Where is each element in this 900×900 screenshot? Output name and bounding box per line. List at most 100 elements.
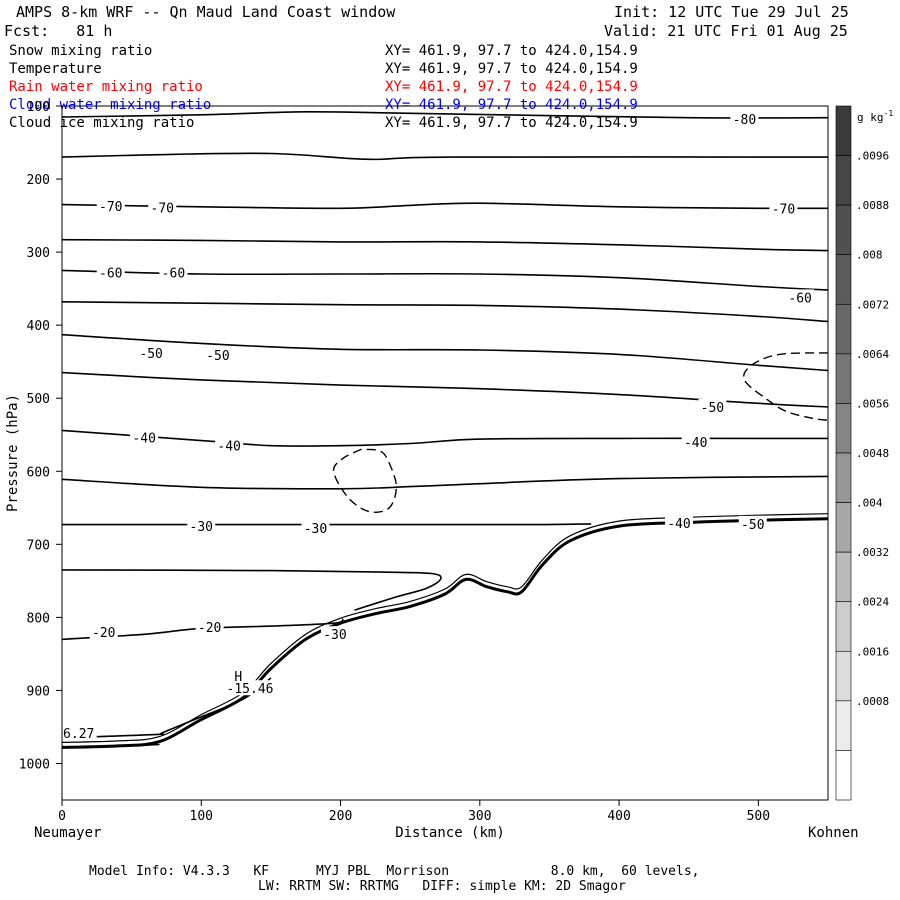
field-xy-cloud-ice: XY= 461.9, 97.7 to 424.0,154.9 <box>385 115 638 131</box>
isotherm-label: -50 <box>741 518 764 533</box>
extremum-marker: H <box>234 670 242 685</box>
isotherm-label: 6.27 <box>63 727 94 742</box>
y-tick-label: 1000 <box>19 757 50 772</box>
isotherm-line <box>62 569 442 611</box>
isotherm-label: -50 <box>139 347 162 362</box>
isotherm-label-bg <box>148 199 177 215</box>
colorbar-cell <box>835 700 852 751</box>
isotherm-label-bg <box>301 520 330 536</box>
isotherm-label: -80 <box>733 113 756 128</box>
isotherm-line <box>62 618 344 641</box>
isotherm-label: -60 <box>788 291 811 306</box>
isotherm-label-bg <box>698 398 727 414</box>
isotherm-label: -70 <box>772 202 795 217</box>
isotherm-label-bg <box>137 344 166 360</box>
isotherm-label-bg <box>159 264 188 280</box>
colorbar-tick-label: .0064 <box>856 348 889 361</box>
y-axis-label: Pressure (hPa) <box>5 394 21 512</box>
colorbar-tick-label: .0096 <box>856 150 889 163</box>
isotherm-label: -20 <box>198 621 221 636</box>
isotherm-label: -50 <box>206 349 229 364</box>
isotherm-label-bg <box>96 198 125 214</box>
colorbar-cell <box>835 254 852 305</box>
valid-time: Valid: 21 UTC Fri 01 Aug 25 <box>604 22 848 40</box>
isotherm-line <box>62 301 828 323</box>
y-tick-label: 500 <box>27 392 50 407</box>
field-xy-cloud-water: XY= 461.9, 97.7 to 424.0,154.9 <box>385 97 638 113</box>
colorbar-tick-label: .0056 <box>856 397 889 410</box>
isotherm-line <box>62 333 828 372</box>
x-tick-label: 0 <box>58 809 66 824</box>
y-tick-label: 700 <box>27 538 50 553</box>
isotherm-line <box>62 523 592 526</box>
isotherm-line <box>62 371 828 408</box>
colorbar-cell <box>835 502 852 553</box>
terrain-surface-line <box>62 517 828 749</box>
colorbar-tick-label: .0024 <box>856 596 889 609</box>
isotherm-label-bg <box>130 429 159 445</box>
isotherm-label: -70 <box>99 200 122 215</box>
colorbar-cell <box>835 403 852 454</box>
colorbar-tick-label: .0072 <box>856 298 889 311</box>
isotherm-label-bg <box>187 518 216 534</box>
isotherm-label-bg <box>786 289 815 305</box>
y-tick-label: 600 <box>27 465 50 480</box>
field-name-snow: Snow mixing ratio <box>9 43 153 59</box>
isotherm-line <box>62 152 828 161</box>
isotherm-label: -30 <box>190 520 213 535</box>
isotherm-line <box>62 269 828 291</box>
isotherm-label: -60 <box>162 267 185 282</box>
isotherm-line <box>62 475 828 490</box>
colorbar-unit: g kg-1 <box>857 109 893 124</box>
isotherm-label: -30 <box>323 628 346 643</box>
x-axis-label: Distance (km) <box>395 825 505 841</box>
isotherm-label: -60 <box>99 267 122 282</box>
isotherm-label-bg <box>89 623 118 639</box>
colorbar-tick-label: .004 <box>856 497 883 510</box>
field-name-rain: Rain water mixing ratio <box>9 79 203 95</box>
y-tick-label: 400 <box>27 319 50 334</box>
isotherm-label-bg <box>96 264 125 280</box>
colorbar-cell <box>835 750 852 801</box>
isotherm-label-bg <box>195 618 224 634</box>
x-left-station-label: Neumayer <box>34 825 101 841</box>
field-name-cloud-water: Cloud water mixing ratio <box>9 97 212 113</box>
x-tick-label: 200 <box>329 809 352 824</box>
colorbar-tick-label: .0016 <box>856 645 889 658</box>
isotherm-line <box>62 202 828 210</box>
isotherm-label-bg <box>320 626 349 642</box>
init-time: Init: 12 UTC Tue 29 Jul 25 <box>614 3 849 21</box>
isotherm-label-bg <box>215 437 244 453</box>
isotherm-line <box>62 110 828 119</box>
model-info-line2: LW: RRTM SW: RRTMG DIFF: simple KM: 2D S… <box>258 879 626 894</box>
isotherm-label-bg <box>664 515 693 531</box>
colorbar-cell <box>835 452 852 503</box>
colorbar-cell <box>835 303 852 355</box>
colorbar-cell <box>835 601 852 652</box>
x-tick-label: 500 <box>747 809 770 824</box>
chart-title: AMPS 8-km WRF -- Qn Maud Land Coast wind… <box>16 3 396 21</box>
x-tick-label: 100 <box>190 809 213 824</box>
plot-frame <box>61 105 829 801</box>
isotherm-label-bg <box>769 200 798 216</box>
field-name-cloud-ice: Cloud ice mixing ratio <box>9 115 195 131</box>
isotherm-label-bg <box>738 515 767 531</box>
field-xy-temperature: XY= 461.9, 97.7 to 424.0,154.9 <box>385 61 638 77</box>
colorbar-cell <box>835 155 852 206</box>
isotherm-line <box>62 429 828 447</box>
forecast-hour: Fcst: 81 h <box>4 22 113 40</box>
isotherm-label: -50 <box>701 401 724 416</box>
y-tick-label: 300 <box>27 246 50 261</box>
field-xy-snow: XY= 461.9, 97.7 to 424.0,154.9 <box>385 43 638 59</box>
isotherm-line <box>62 238 828 252</box>
y-tick-label: 100 <box>27 100 50 115</box>
colorbar-tick-label: .0008 <box>856 695 889 708</box>
x-tick-label: 400 <box>607 809 630 824</box>
y-tick-label: 800 <box>27 611 50 626</box>
colorbar-cell <box>835 105 852 156</box>
y-tick-label: 900 <box>27 684 50 699</box>
colorbar-unit-exponent: -1 <box>884 109 894 118</box>
isotherm-label: -40 <box>132 432 155 447</box>
x-tick-label: 300 <box>468 809 491 824</box>
colorbar-cell <box>835 551 852 603</box>
